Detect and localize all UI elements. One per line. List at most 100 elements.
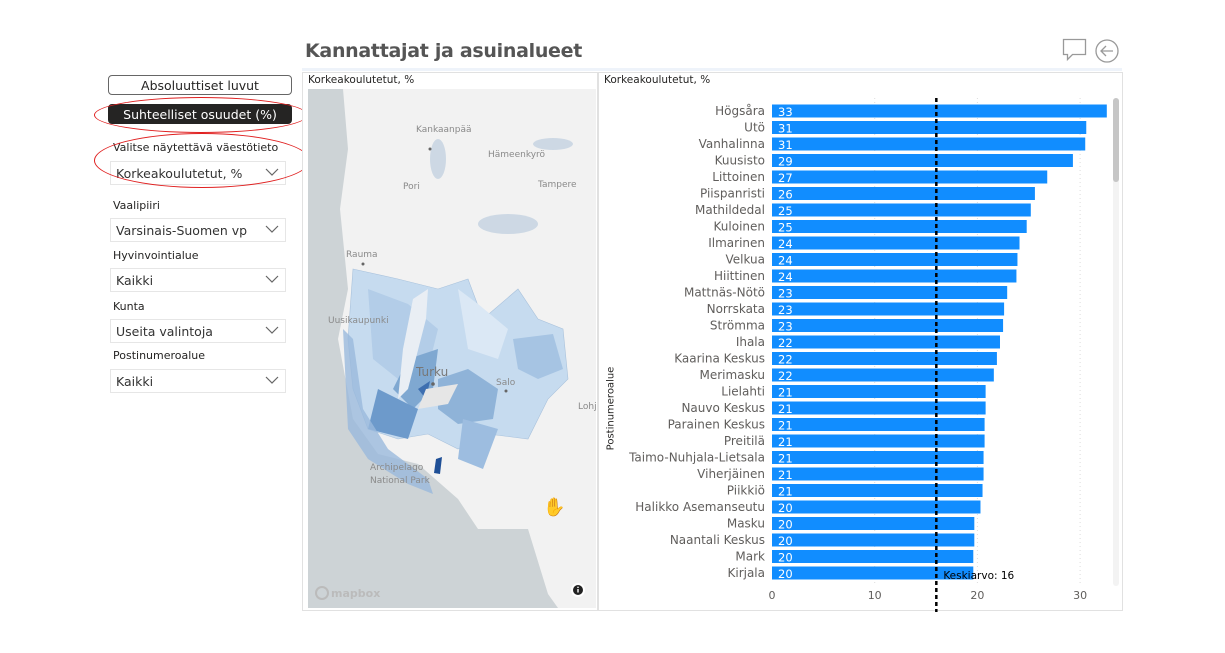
data-label: 31 [778, 122, 793, 136]
category-label: Piispanristi [700, 187, 765, 201]
header-divider [302, 68, 1122, 71]
choropleth-map[interactable]: Kankaanpää Hämeenkyrö Pori Tampere Rauma… [308, 89, 596, 608]
bar [772, 335, 1000, 349]
category-label: Littoinen [712, 170, 765, 184]
category-label: Kirjala [727, 566, 765, 580]
bar [772, 302, 1005, 316]
place-label: Tampere [537, 180, 577, 190]
bar [772, 104, 1107, 118]
category-label: Ilmarinen [708, 236, 765, 250]
bar [772, 368, 994, 382]
data-label: 20 [778, 518, 793, 532]
chevron-down-icon [265, 326, 279, 334]
data-label: 27 [778, 171, 793, 185]
bar [772, 203, 1031, 217]
category-label: Preitilä [724, 434, 765, 448]
category-label: Strömma [710, 319, 765, 333]
data-label: 21 [778, 485, 793, 499]
kunta-value: Useita valintoja [116, 324, 213, 339]
postinumeroalue-value: Kaikki [116, 374, 154, 389]
bar [772, 467, 984, 481]
bar [772, 220, 1027, 233]
mapbox-logo: mapbox [315, 586, 380, 600]
bar [772, 170, 1048, 184]
scrollbar-thumb[interactable] [1113, 98, 1119, 182]
hand-cursor-icon: ✋ [543, 497, 566, 518]
place-label: Rauma [346, 250, 378, 260]
page-title: Kannattajat ja asuinalueet [305, 40, 582, 62]
category-label: Taimo-Nuhjala-Lietsala [628, 451, 765, 465]
data-label: 24 [778, 254, 793, 268]
kunta-label: Kunta [113, 300, 145, 313]
scrollbar[interactable] [1113, 98, 1119, 586]
category-label: Velkua [725, 253, 765, 267]
chevron-down-icon [265, 376, 279, 384]
bar-chart: 0 10 20 30 Högsåra 33 Utö 31 Vanhalinna 31 Kuusist… [628, 98, 1107, 612]
back-arrow-icon[interactable] [1094, 38, 1120, 64]
data-label: 21 [778, 419, 793, 433]
data-label: 22 [778, 353, 793, 367]
highlight-oval [94, 133, 310, 188]
postinumeroalue-dropdown[interactable]: Kaikki [110, 369, 286, 393]
bar [772, 319, 1004, 332]
category-label: Nauvo Keskus [681, 401, 765, 415]
hyvinvointialue-label: Hyvinvointialue [113, 249, 199, 262]
category-label: Merimasku [700, 368, 765, 382]
hyvinvointialue-value: Kaikki [116, 273, 154, 288]
data-label: 24 [778, 270, 793, 284]
category-label: Kuloinen [714, 220, 765, 234]
data-label: 20 [778, 501, 793, 515]
category-label: Halikko Asemanseutu [635, 500, 765, 514]
bar [772, 352, 997, 365]
comment-icon[interactable] [1062, 38, 1088, 62]
hyvinvointialue-dropdown[interactable]: Kaikki [110, 268, 286, 292]
bar [772, 154, 1073, 167]
data-label: 33 [778, 105, 793, 119]
highlight-oval [94, 97, 308, 133]
place-label: Turku [415, 365, 448, 379]
absolute-values-button[interactable]: Absoluuttiset luvut [108, 75, 292, 95]
bar [772, 385, 986, 398]
category-label: Masku [727, 517, 765, 531]
bar [772, 484, 983, 497]
x-tick-label: 0 [769, 589, 776, 602]
bar [772, 401, 986, 415]
average-label: Keskiarvo: 16 [943, 570, 1014, 582]
place-label: Lohja [578, 402, 596, 412]
info-icon[interactable] [571, 583, 585, 597]
data-label: 23 [778, 320, 793, 334]
bar [772, 236, 1020, 250]
map-title: Korkeakoulutetut, % [308, 74, 415, 86]
bar [772, 418, 985, 431]
bar-chart-visual: Korkeakoulutetut, % Postinumeroalue 0 10 2… [598, 72, 1123, 612]
place-label: Pori [403, 182, 420, 192]
category-label: Viherjäinen [697, 467, 765, 481]
map-visual: Korkeakoulutetut, % Kankaanpää Hämeenkyr… [302, 72, 598, 611]
data-label: 20 [778, 551, 793, 565]
bar [772, 566, 974, 580]
data-label: 22 [778, 336, 793, 350]
place-label: National Park [370, 476, 431, 486]
vaalipiiri-value: Varsinais-Suomen vp [116, 223, 248, 238]
bar [772, 550, 974, 563]
vaalipiiri-dropdown[interactable]: Varsinais-Suomen vp [110, 218, 286, 242]
bar [772, 500, 981, 514]
place-label: Salo [496, 378, 516, 388]
kunta-dropdown[interactable]: Useita valintoja [110, 319, 286, 343]
bar [772, 286, 1008, 299]
vaalipiiri-label: Vaalipiiri [113, 199, 160, 212]
postinumeroalue-label: Postinumeroalue [113, 349, 206, 362]
data-label: 25 [778, 204, 793, 218]
bar [772, 269, 1017, 283]
x-tick-label: 20 [970, 589, 984, 602]
data-label: 20 [778, 567, 793, 581]
region-shapes [343, 268, 569, 494]
category-label: Ihala [736, 335, 765, 349]
category-label: Piikkiö [727, 484, 765, 498]
data-label: 31 [778, 138, 793, 152]
category-label: Kuusisto [715, 154, 765, 168]
x-tick-label: 30 [1073, 589, 1087, 602]
chevron-down-icon [265, 275, 279, 283]
category-label: Norrskata [707, 302, 765, 316]
data-label: 25 [778, 221, 793, 235]
